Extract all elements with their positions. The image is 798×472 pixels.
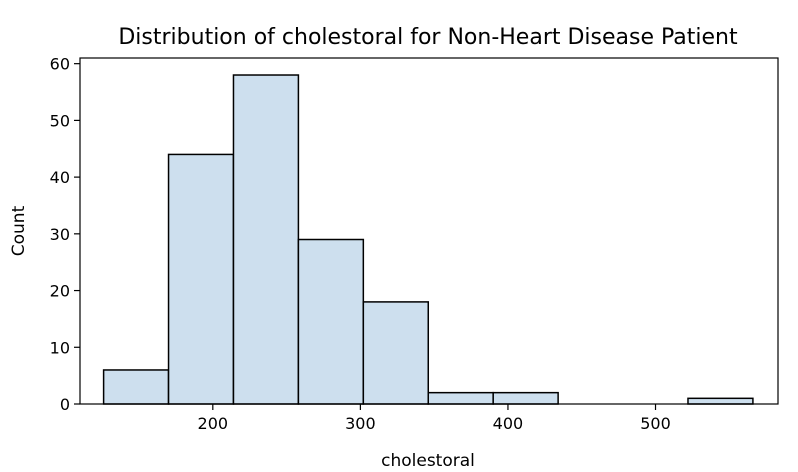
- histogram-bar: [492, 391, 559, 405]
- y-axis-label: Count: [9, 205, 29, 256]
- histogram-bar: [102, 369, 170, 405]
- histogram-bar: [232, 74, 300, 405]
- histogram-bar: [362, 301, 430, 405]
- plot-frame: [79, 57, 779, 405]
- x-tick-label: 200: [198, 414, 229, 433]
- x-tick-label: 500: [640, 414, 671, 433]
- x-axis-ticks: 200 300 400 500: [198, 404, 671, 433]
- y-tick-label: 40: [50, 168, 70, 187]
- y-tick-label: 50: [50, 111, 70, 130]
- histogram-bar: [427, 391, 494, 405]
- histogram-bar: [687, 397, 754, 405]
- x-tick-label: 400: [493, 414, 524, 433]
- x-axis-label: cholestoral: [381, 451, 475, 471]
- y-tick-label: 60: [50, 55, 70, 74]
- y-tick-label: 30: [50, 225, 70, 244]
- x-tick-label: 300: [345, 414, 376, 433]
- y-tick-label: 0: [60, 395, 70, 414]
- histogram-bar: [167, 153, 235, 405]
- y-tick-label: 20: [50, 282, 70, 301]
- bars-group: [102, 74, 754, 405]
- chart-title: Distribution of cholestoral for Non-Hear…: [118, 25, 738, 50]
- y-tick-label: 10: [50, 338, 70, 357]
- y-axis-ticks: 0 10 20 30 40 50 60: [50, 55, 80, 414]
- histogram-bar: [297, 238, 365, 405]
